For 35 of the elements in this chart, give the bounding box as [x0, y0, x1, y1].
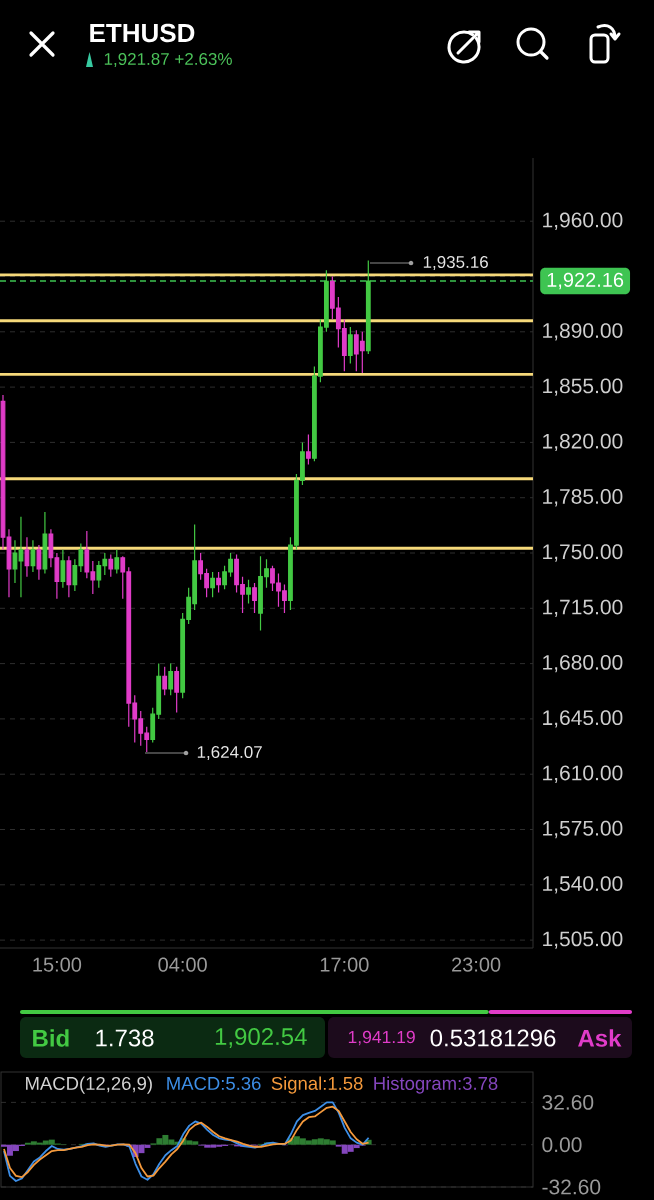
y-tick-label: 1,540.00	[543, 876, 623, 894]
chart-title: ETHUSD	[90, 23, 195, 43]
x-tick-label: 17:00	[320, 957, 369, 972]
text: 1.738	[96, 1029, 154, 1047]
chart-subtitle: 1,921.87 +2.63%	[104, 52, 232, 68]
y-tick-label: 0.00	[542, 1137, 582, 1153]
x-tick-label: 04:00	[158, 957, 207, 972]
annotation: 1,624.07	[197, 745, 262, 761]
text: 1,941.19	[348, 1030, 415, 1046]
y-tick-label: 1,960.00	[543, 212, 623, 230]
y-tick-label: 1,575.00	[543, 820, 623, 839]
y-tick-label: 1,785.00	[543, 489, 623, 507]
series-label: Bid	[33, 1029, 69, 1047]
text: MACD:5.36	[167, 1076, 261, 1090]
y-tick-label: 1,680.00	[543, 654, 623, 673]
x-tick-label: 15:00	[33, 957, 82, 972]
y-tick-label: 1,855.00	[543, 378, 623, 396]
text: Histogram:3.78	[374, 1076, 498, 1094]
series-label: Signal:1.58	[271, 1076, 363, 1094]
y-tick-label: 1,645.00	[543, 710, 623, 728]
y-tick-label: 1,505.00	[543, 931, 623, 949]
y-tick-label: 1,610.00	[543, 765, 623, 783]
annotation: 1,935.16	[423, 255, 488, 271]
y-tick-label: 1,750.00	[543, 544, 623, 562]
text: 0.53181296	[430, 1029, 556, 1047]
y-tick-label: -32.60	[542, 1179, 601, 1195]
y-tick-label: 32.60	[542, 1094, 594, 1110]
y-tick-label: 1,890.00	[543, 323, 623, 341]
text: 1,902.54	[215, 1028, 307, 1048]
chart-title: MACD(12,26,9)	[26, 1076, 152, 1094]
y-tick-label: 1,820.00	[543, 433, 623, 452]
ref-line-label: 1,922.16	[547, 272, 624, 290]
x-tick-label: 23:00	[452, 957, 501, 972]
y-tick-label: 1,715.00	[543, 599, 623, 617]
series-label: Ask	[578, 1029, 622, 1047]
